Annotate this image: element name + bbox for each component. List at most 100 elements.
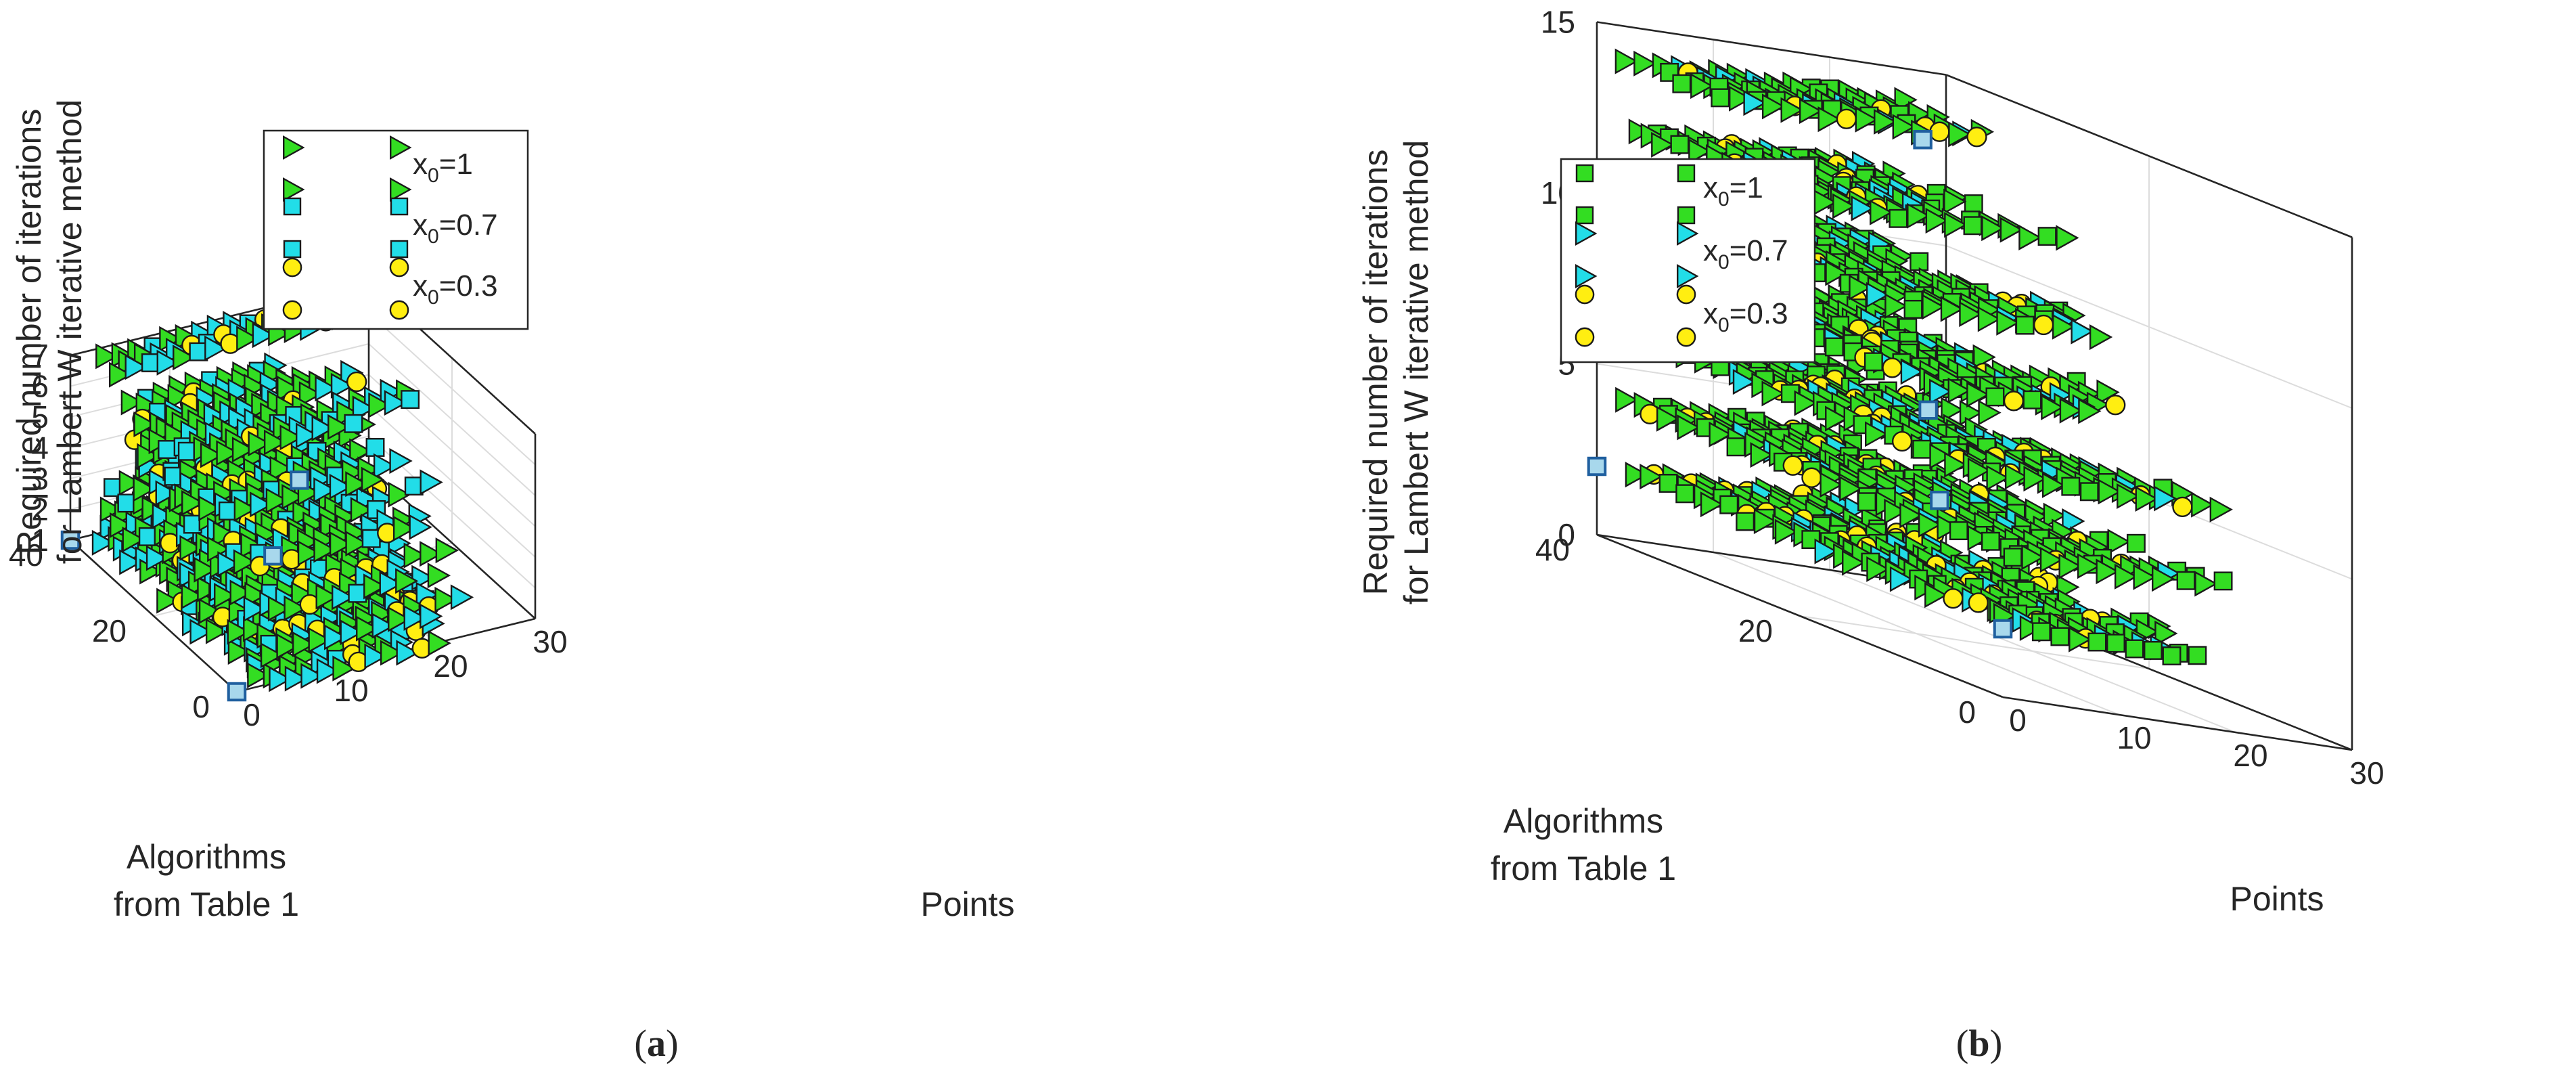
data-point-marker — [1732, 369, 1757, 395]
data-point-marker — [346, 371, 367, 393]
panel-a-algorithms-label-line1: Algorithms — [127, 838, 286, 876]
data-point-marker — [2003, 391, 2025, 412]
data-point-marker — [1866, 282, 1890, 308]
data-point-marker — [2126, 533, 2146, 553]
data-point-marker — [1817, 106, 1841, 133]
data-point-marker — [2023, 390, 2042, 410]
data-point-marker — [156, 588, 180, 614]
data-point-marker — [216, 440, 240, 466]
legend-marker — [1575, 263, 1598, 289]
data-point-marker — [1866, 556, 1890, 582]
data-point-marker — [1801, 467, 1822, 488]
highlighted-marker — [1930, 490, 1949, 510]
data-point-marker — [108, 361, 133, 388]
legend-marker — [1575, 284, 1595, 305]
data-point-marker — [204, 335, 228, 361]
data-point-marker — [1690, 73, 1714, 100]
data-point-marker — [1949, 521, 1968, 541]
data-point-marker — [177, 441, 197, 461]
panel-b-legend-label-3: x0=0.3 — [1703, 297, 1788, 336]
data-point-marker — [2071, 318, 2094, 345]
data-point-marker — [1743, 90, 1767, 116]
data-point-marker — [349, 438, 373, 464]
data-point-marker — [194, 556, 217, 583]
data-point-marker — [231, 437, 256, 463]
z-tick-label: 2 — [31, 492, 49, 527]
panel-a-y-label-line1: Required number of iterations — [10, 109, 48, 555]
data-point-marker — [236, 326, 260, 352]
data-point-marker — [331, 584, 355, 611]
data-point-marker — [1719, 495, 1739, 514]
data-point-marker — [2079, 482, 2099, 502]
data-point-marker — [315, 376, 338, 402]
data-point-marker — [91, 529, 116, 556]
data-point-marker — [1628, 118, 1652, 145]
data-point-marker — [330, 372, 355, 399]
z-tick-label: 0 — [1558, 517, 1575, 552]
legend-marker — [390, 135, 412, 160]
data-point-marker — [1855, 106, 1878, 133]
data-point-marker — [2191, 491, 2215, 518]
z-tick-label: 4 — [31, 430, 49, 466]
panel-b-legend-label-2: x0=0.7 — [1703, 234, 1788, 273]
data-point-marker — [1761, 93, 1786, 120]
panel-a-markers — [60, 299, 474, 702]
algorithms-tick-label: 0 — [192, 689, 210, 724]
data-point-marker — [167, 384, 191, 410]
algorithms-tick-label: 20 — [1738, 613, 1773, 648]
panel-a-y-label-line2: for Lambert W iterative method — [51, 100, 89, 564]
data-point-marker — [2077, 553, 2101, 579]
panel-b-algorithms-label-line1: Algorithms — [1504, 802, 1663, 840]
data-point-marker — [2117, 483, 2140, 510]
data-point-marker — [315, 583, 339, 610]
legend-marker — [283, 240, 302, 259]
data-point-marker — [276, 633, 300, 659]
data-point-marker — [1836, 108, 1857, 129]
data-point-marker — [2023, 466, 2047, 492]
data-point-marker — [409, 514, 432, 540]
data-point-marker — [281, 484, 305, 510]
data-point-marker — [247, 662, 271, 688]
data-point-marker — [279, 424, 303, 451]
panel-a-legend: x0=1 x0=0.7 x0=0.3 — [263, 129, 529, 330]
data-point-marker — [1711, 88, 1730, 108]
data-point-marker — [1849, 274, 1872, 301]
data-point-marker — [420, 469, 443, 495]
data-point-marker — [1912, 439, 1932, 459]
data-point-marker — [2039, 546, 2064, 573]
data-point-marker — [229, 579, 253, 606]
highlighted-marker — [1993, 619, 2013, 639]
data-point-marker — [363, 573, 387, 600]
legend-marker — [1677, 164, 1696, 183]
data-point-marker — [2061, 477, 2081, 496]
data-point-marker — [348, 583, 367, 603]
data-point-marker — [1670, 135, 1690, 154]
data-point-marker — [1999, 217, 2023, 243]
data-point-marker — [198, 598, 223, 625]
data-point-marker — [403, 542, 427, 569]
legend-marker — [282, 300, 302, 320]
points-tick-label: 30 — [533, 624, 567, 659]
legend-marker — [1676, 221, 1699, 246]
data-point-marker — [284, 595, 307, 621]
data-point-marker — [2062, 508, 2085, 534]
data-point-marker — [200, 442, 224, 468]
data-point-marker — [269, 666, 292, 692]
legend-marker — [390, 240, 409, 259]
data-point-marker — [2018, 224, 2042, 250]
data-point-marker — [365, 438, 385, 457]
data-point-marker — [1820, 472, 1843, 498]
data-point-marker — [1774, 518, 1799, 545]
data-point-marker — [1656, 405, 1680, 432]
panel-a-points-label: Points — [921, 885, 1015, 923]
data-point-marker — [1672, 74, 1692, 93]
data-point-marker — [1891, 430, 1913, 452]
data-point-marker — [2162, 646, 2182, 665]
panel-a-algorithms-label-line2: from Table 1 — [114, 885, 299, 923]
data-point-marker — [118, 470, 142, 496]
data-point-marker — [1986, 464, 2010, 491]
data-point-marker — [1964, 194, 1983, 214]
algorithms-tick-label: 20 — [92, 613, 127, 648]
data-point-marker — [1736, 512, 1755, 531]
